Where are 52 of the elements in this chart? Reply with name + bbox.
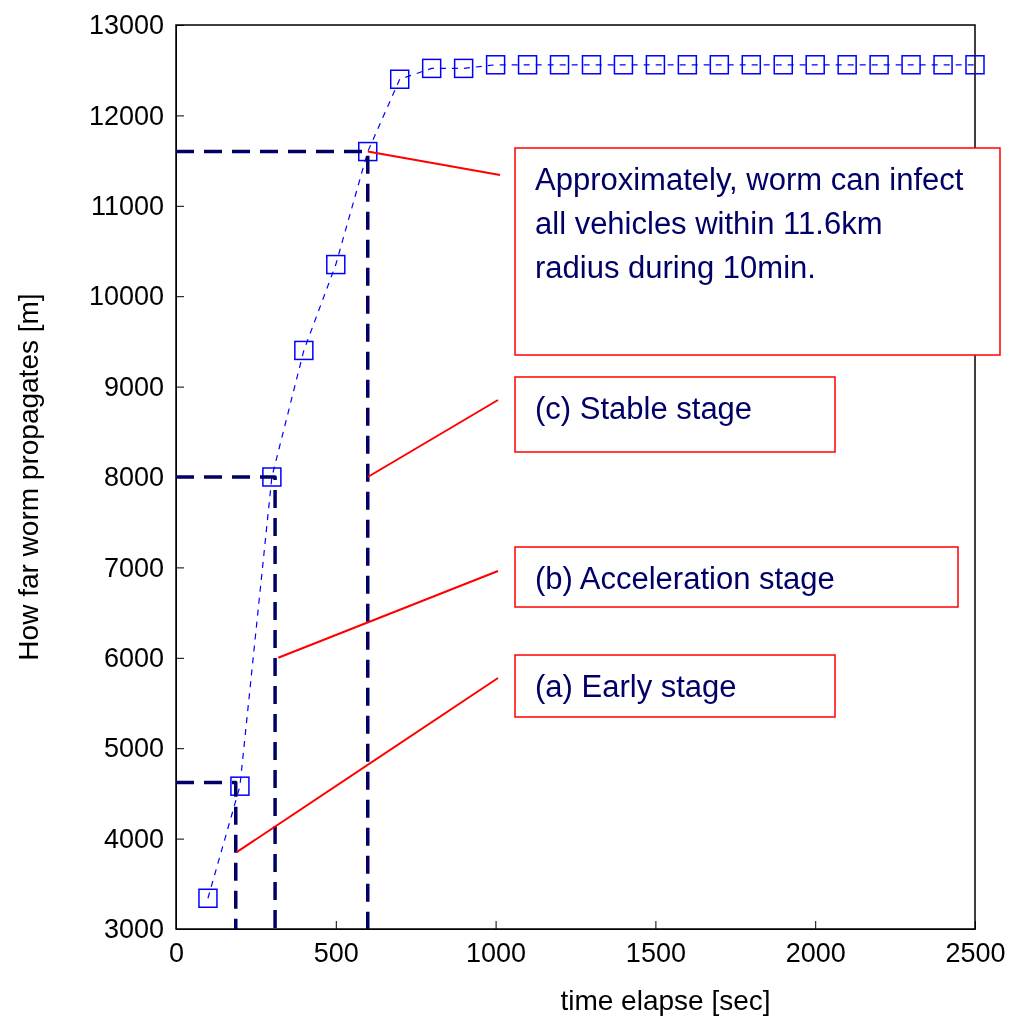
y-tick-label: 6000 [103, 642, 164, 673]
annotation: Approximately, worm can infect all vehicles within 11.6km radius during 10min. [535, 162, 964, 285]
point [262, 467, 282, 487]
x-tick-label: 1000 [466, 938, 527, 969]
point [326, 254, 346, 275]
point [709, 55, 730, 75]
y-tick-label: 11000 [90, 190, 164, 221]
point [485, 55, 506, 75]
point [677, 55, 698, 75]
point [581, 55, 602, 75]
x-tick-label: 2000 [785, 938, 846, 969]
x-tick-label: 500 [313, 938, 359, 969]
point [453, 58, 474, 79]
point [901, 55, 921, 75]
x-axis-title: time elapse [sec] [560, 985, 771, 1016]
y-tick-label: 8000 [103, 462, 164, 493]
point [933, 55, 953, 75]
point [517, 55, 538, 75]
annotation: (b) Acceleration stage [535, 561, 835, 596]
point [549, 55, 570, 75]
x-tick-label: 0 [168, 938, 185, 969]
point [389, 69, 410, 89]
x-tick-label: 1500 [625, 938, 686, 969]
annotation: (a) Early stage [535, 669, 737, 704]
point [805, 55, 825, 75]
x-tick-label: 2500 [945, 938, 1006, 969]
point [773, 55, 793, 75]
annotation: (c) Stable stage [535, 391, 753, 426]
y-tick-label: 5000 [103, 733, 164, 764]
point [837, 55, 857, 75]
point [645, 55, 666, 75]
point [965, 55, 985, 75]
y-tick-label: 12000 [88, 100, 164, 131]
y-tick-label: 13000 [88, 10, 164, 41]
callout-box: (c) Stable stage [514, 376, 836, 453]
callout-box: (b) Acceleration stage [514, 546, 959, 608]
y-tick-label: 9000 [103, 371, 164, 402]
point [613, 55, 634, 75]
point [741, 55, 762, 75]
y-tick-label: 4000 [103, 823, 164, 854]
y-tick-label: 7000 [103, 552, 164, 583]
point [869, 55, 889, 75]
point [198, 888, 218, 909]
point [294, 340, 314, 361]
callout-box: Approximately, worm can infect all vehicles within 11.6km radius during 10min. [514, 147, 1001, 356]
callout-box: (a) Early stage [514, 654, 836, 718]
point [358, 141, 378, 162]
y-tick-label: 3000 [103, 914, 164, 945]
point [230, 776, 250, 796]
y-tick-label: 10000 [88, 281, 164, 312]
point [421, 58, 442, 79]
y-axis-title: How far worm propagates [m] [13, 293, 44, 661]
